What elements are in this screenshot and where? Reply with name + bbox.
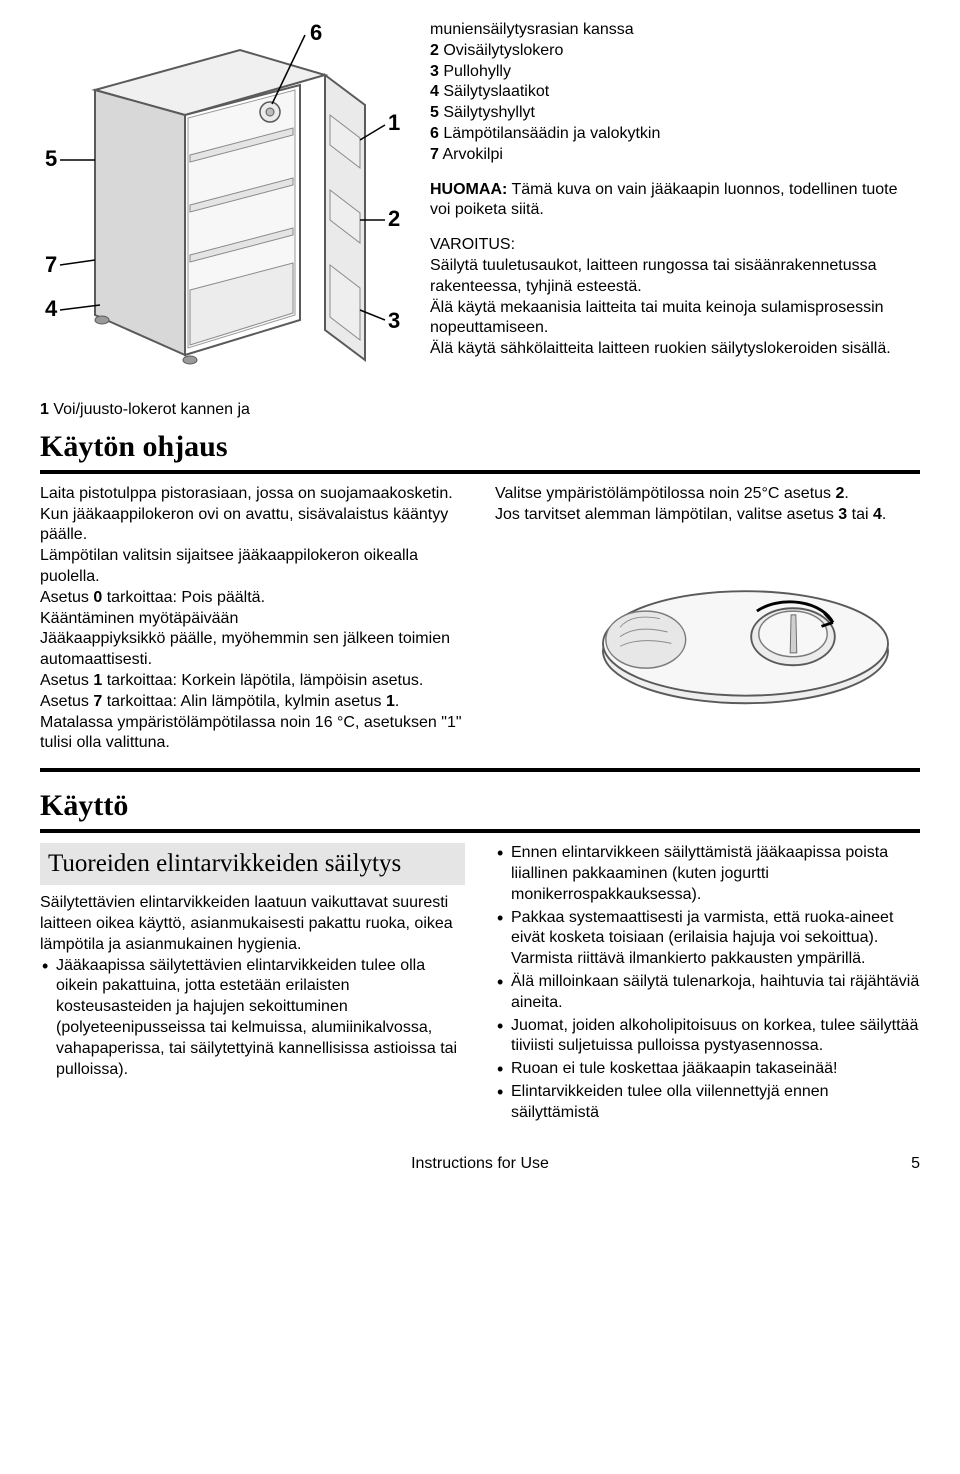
part-item-5: 5 Säilytyshyllyt	[430, 103, 920, 124]
diagram-label-4: 4	[45, 296, 58, 321]
part-item-7: 7 Arvokilpi	[430, 145, 920, 166]
page-footer: Instructions for Use 5	[40, 1154, 920, 1175]
rule-before-usage	[40, 768, 920, 772]
list-item: Ennen elintarvikkeen säilyttämistä jääka…	[495, 843, 920, 905]
diagram-label-7: 7	[45, 252, 57, 277]
list-item: Ruoan ei tule koskettaa jääkaapin takase…	[495, 1059, 920, 1080]
usage-left-bullets: Jääkaapissa säilytettävien elintarvikkei…	[40, 956, 465, 1081]
rule-operation	[40, 470, 920, 474]
usage-left-intro: Säilytettävien elintarvikkeiden laatuun …	[40, 893, 465, 955]
list-item: Pakkaa systemaattisesti ja varmista, ett…	[495, 908, 920, 970]
part-item-6: 6 Lämpötilansäädin ja valokytkin	[430, 124, 920, 145]
usage-right: Ennen elintarvikkeen säilyttämistä jääka…	[495, 843, 920, 1125]
operation-left-p1: Laita pistotulppa pistorasiaan, jossa on…	[40, 484, 465, 588]
subsection-title: Tuoreiden elintarvikkeiden säilytys	[48, 849, 457, 879]
operation-right-line1: Valitse ympäristölämpötilossa noin 25°C …	[495, 484, 920, 505]
part-item-2: 2 Ovisäilytyslokero	[430, 41, 920, 62]
warning-paragraph: VAROITUS: Säilytä tuuletusaukot, laittee…	[430, 235, 920, 360]
list-item: Elintarvikkeiden tulee olla viilennettyj…	[495, 1082, 920, 1124]
subsection-fresh-food: Tuoreiden elintarvikkeiden säilytys	[40, 843, 465, 885]
operation-setting-0: Asetus 0 tarkoittaa: Pois päältä.	[40, 588, 465, 609]
part-item-3: 3 Pullohylly	[430, 62, 920, 83]
rule-usage	[40, 829, 920, 833]
usage-left: Tuoreiden elintarvikkeiden säilytys Säil…	[40, 843, 465, 1125]
diagram-label-6: 6	[310, 20, 322, 45]
operation-mid: Kääntäminen myötäpäivään Jääkaappiyksikk…	[40, 609, 465, 671]
warning-text: Säilytä tuuletusaukot, laitteen rungossa…	[430, 257, 891, 357]
diagram-label-2: 2	[388, 206, 400, 231]
section-title-operation: Käytön ohjaus	[40, 427, 920, 466]
page-number: 5	[890, 1154, 920, 1175]
usage-columns: Tuoreiden elintarvikkeiden säilytys Säil…	[40, 843, 920, 1125]
part-item-1: 1 Voi/juusto-lokerot kannen ja	[40, 400, 920, 421]
list-item: Älä milloinkaan säilytä tulenarkoja, hai…	[495, 972, 920, 1014]
note-paragraph: HUOMAA: Tämä kuva on vain jääkaapin luon…	[430, 180, 920, 222]
list-item: Jääkaapissa säilytettävien elintarvikkei…	[40, 956, 465, 1081]
operation-tail: Matalassa ympäristölämpötilassa noin 16 …	[40, 713, 465, 755]
diagram-label-3: 3	[388, 308, 400, 333]
thermostat-dial-diagram	[495, 537, 920, 727]
parts-overview: 6 1 2 3 5 7 4 muniensäilytysrasian kanss…	[40, 20, 920, 390]
diagram-label-5: 5	[45, 146, 57, 171]
operation-right: Valitse ympäristölämpötilossa noin 25°C …	[495, 484, 920, 754]
operation-setting-7: Asetus 7 tarkoittaa: Alin lämpötila, kyl…	[40, 692, 465, 713]
operation-left: Laita pistotulppa pistorasiaan, jossa on…	[40, 484, 465, 754]
parts-legend: muniensäilytysrasian kanssa 2 Ovisäilyty…	[430, 20, 920, 390]
list-item: Juomat, joiden alkoholipitoisuus on kork…	[495, 1016, 920, 1058]
operation-setting-1: Asetus 1 tarkoittaa: Korkein läpötila, l…	[40, 671, 465, 692]
diagram-label-1: 1	[388, 110, 400, 135]
fridge-diagram: 6 1 2 3 5 7 4	[40, 20, 400, 390]
section-title-usage: Käyttö	[40, 786, 920, 825]
footer-title: Instructions for Use	[70, 1154, 890, 1175]
parts-intro: muniensäilytysrasian kanssa	[430, 20, 920, 41]
operation-columns: Laita pistotulppa pistorasiaan, jossa on…	[40, 484, 920, 754]
operation-right-line2: Jos tarvitset alemman lämpötilan, valits…	[495, 505, 920, 526]
part-item-4: 4 Säilytyslaatikot	[430, 82, 920, 103]
usage-right-bullets: Ennen elintarvikkeen säilyttämistä jääka…	[495, 843, 920, 1123]
